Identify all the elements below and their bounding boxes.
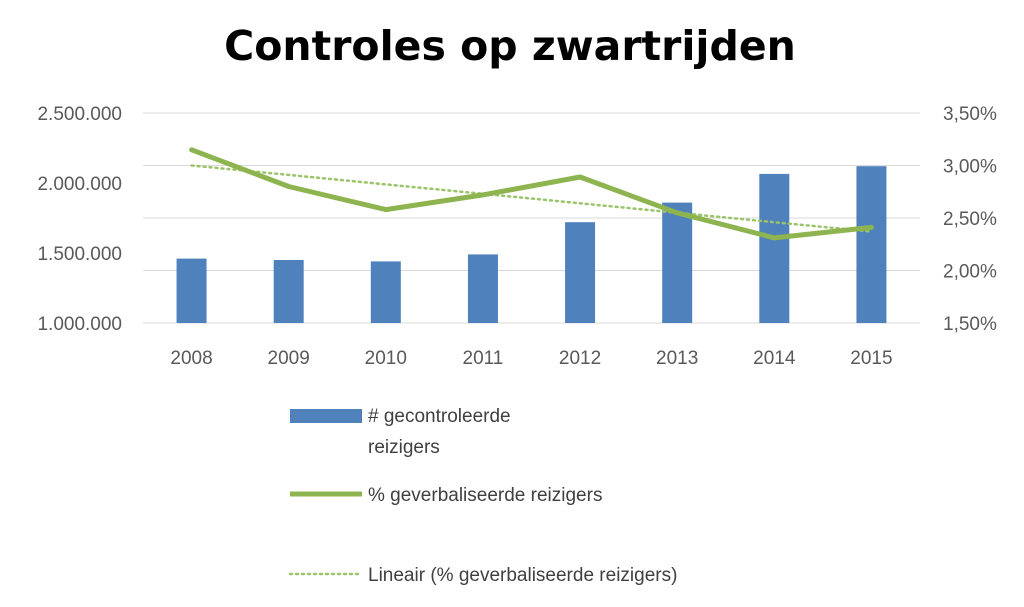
- x-axis-tick-label: 2014: [753, 348, 796, 369]
- right-axis-tick-label: 2,50%: [943, 209, 997, 230]
- legend-bar-swatch: [290, 409, 362, 423]
- legend: # gecontroleerde reizigers % geverbaliseer…: [288, 406, 677, 586]
- line-series: [189, 147, 874, 241]
- legend-label: reizigers: [368, 437, 440, 458]
- left-axis-tick-label: 2.000.000: [37, 174, 122, 195]
- bar: [856, 166, 887, 323]
- legend-label: # gecontroleerde: [368, 406, 511, 427]
- x-axis-tick-label: 2008: [170, 348, 212, 369]
- bar: [176, 258, 207, 323]
- x-axis-tick-label: 2010: [365, 348, 407, 369]
- legend-label: % geverbaliseerde reizigers: [368, 485, 602, 506]
- x-axis-tick-label: 2013: [656, 348, 698, 369]
- bar-series: [176, 166, 887, 323]
- left-axis-tick-label: 1.000.000: [37, 314, 122, 335]
- bar: [662, 202, 693, 323]
- legend-label: Lineair (% geverbaliseerde reizigers): [368, 565, 677, 586]
- x-axis-tick-label: 2015: [850, 348, 892, 369]
- x-axis-tick-label: 2012: [559, 348, 601, 369]
- gridlines: [143, 112, 920, 324]
- x-axis-tick-label: 2011: [463, 348, 504, 369]
- percentage-series-line: [189, 147, 874, 241]
- bar: [467, 254, 498, 323]
- trendline-series-line: [190, 164, 873, 233]
- axis-labels: 1.000.000 1.500.000 2.000.000 2.500.000 1,50…: [37, 104, 997, 369]
- bar: [565, 222, 596, 323]
- right-axis-tick-label: 1,50%: [943, 314, 997, 335]
- bar: [759, 173, 790, 323]
- x-axis-tick-label: 2009: [268, 348, 310, 369]
- left-axis-tick-label: 2.500.000: [37, 104, 122, 125]
- left-axis-tick-label: 1.500.000: [37, 244, 122, 265]
- right-axis-tick-label: 3,00%: [943, 157, 997, 178]
- bar: [273, 260, 304, 323]
- chart-title: Controles op zwartrijden: [224, 22, 796, 70]
- right-axis-tick-label: 2,00%: [943, 262, 997, 283]
- right-axis-tick-label: 3,50%: [943, 104, 997, 125]
- bar: [370, 261, 401, 323]
